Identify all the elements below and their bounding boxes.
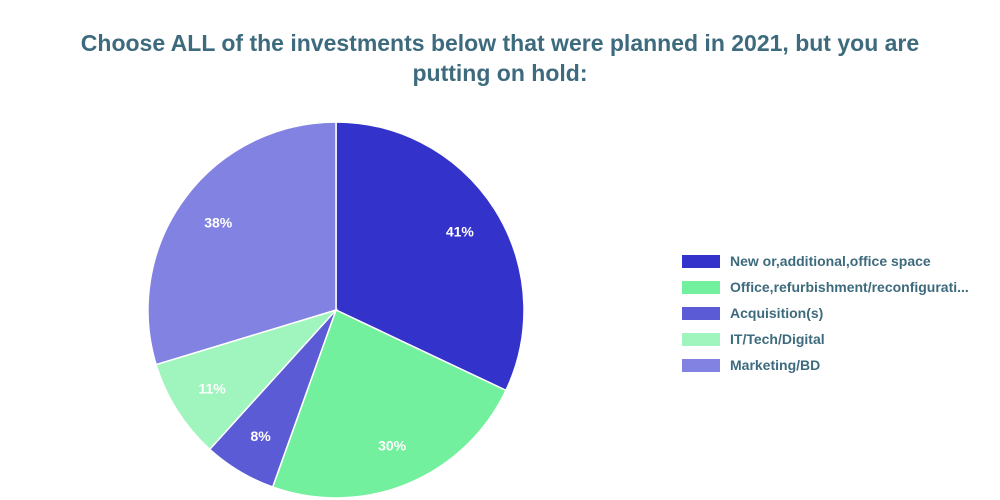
legend-swatch-0	[682, 254, 720, 268]
legend-item-4[interactable]: Marketing/BD	[682, 352, 969, 378]
legend-label-2: Acquisition(s)	[730, 305, 824, 321]
legend-item-2[interactable]: Acquisition(s)	[682, 300, 969, 326]
legend-label-0: New or,additional,office space	[730, 253, 931, 269]
legend-swatch-2	[682, 306, 720, 320]
slice-label-2: 8%	[250, 428, 271, 444]
slice-label-3: 11%	[198, 380, 226, 396]
pie-slice-1	[271, 308, 507, 499]
legend-item-0[interactable]: New or,additional,office space	[682, 248, 969, 274]
legend-label-1: Office,refurbishment/reconfigurati...	[730, 279, 969, 295]
slice-label-0: 41%	[446, 224, 475, 240]
slice-label-4: 38%	[204, 215, 233, 231]
legend-swatch-4	[682, 358, 720, 372]
legend-item-1[interactable]: Office,refurbishment/reconfigurati...	[682, 274, 969, 300]
legend-item-3[interactable]: IT/Tech/Digital	[682, 326, 969, 352]
pie-slice-0	[335, 121, 525, 392]
legend-label-4: Marketing/BD	[730, 357, 821, 373]
slice-label-1: 30%	[378, 437, 407, 453]
chart-title: Choose ALL of the investments below that…	[80, 30, 920, 86]
chart-legend: New or,additional,office space Office,ref…	[682, 248, 969, 378]
legend-swatch-1	[682, 280, 720, 294]
pie-slice-3	[155, 308, 339, 451]
legend-label-3: IT/Tech/Digital	[730, 331, 825, 347]
pie-slice-4	[147, 121, 337, 366]
legend-swatch-3	[682, 332, 720, 346]
